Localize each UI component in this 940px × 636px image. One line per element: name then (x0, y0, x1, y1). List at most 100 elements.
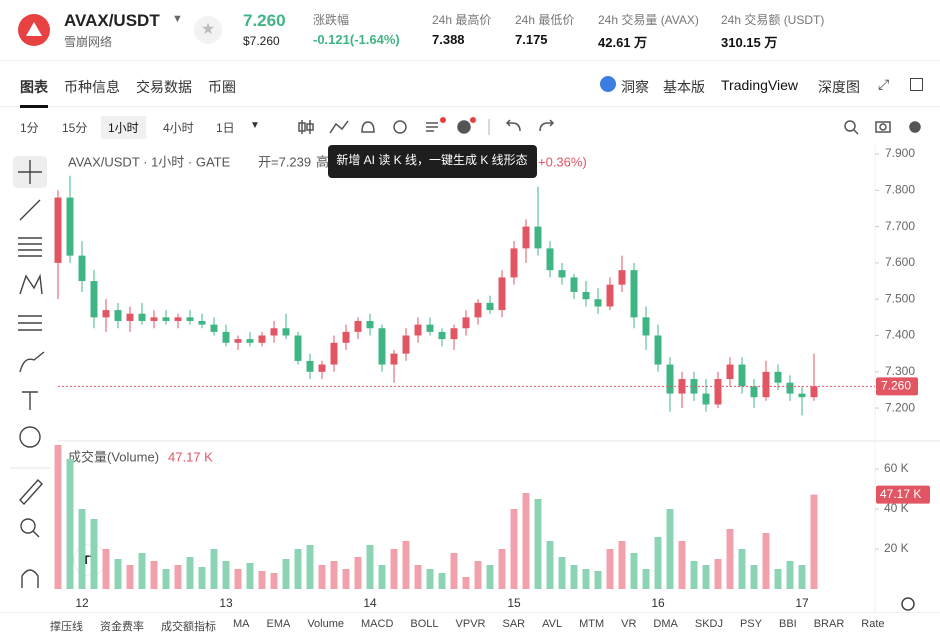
volume-bar (618, 541, 626, 589)
indicator[interactable]: BRAR (813, 618, 845, 630)
indicator[interactable]: BOLL (410, 618, 439, 630)
indicator[interactable]: BBI (778, 618, 797, 630)
icon-settings[interactable] (909, 121, 921, 133)
tab[interactable]: 币圈 (208, 79, 236, 95)
candle-body (318, 364, 326, 372)
indicator[interactable]: Rate (861, 618, 885, 630)
stat-value: 7.175 (515, 32, 548, 47)
volume-bar (546, 541, 554, 589)
right-tab[interactable]: 基本版 (663, 79, 705, 95)
interval[interactable]: 15分 (62, 121, 88, 135)
dropdown[interactable]: ▼ (172, 13, 183, 25)
indicator[interactable]: SKDJ (694, 618, 723, 630)
indicator[interactable]: SAR (502, 618, 526, 630)
y-tick-label: 7.400 (885, 328, 915, 342)
axis-settings[interactable] (901, 597, 915, 611)
candle-body (222, 331, 230, 343)
tool-magnet[interactable] (21, 569, 39, 588)
icon-indicator[interactable] (329, 120, 349, 134)
candle-body (138, 313, 146, 321)
interval-dropdown[interactable]: ▼ (250, 120, 260, 131)
price-usd: $7.260 (243, 34, 280, 48)
candle-body (642, 317, 650, 336)
coin-name: 雪崩网络 (64, 35, 113, 49)
indicator[interactable]: MACD (361, 618, 394, 630)
indicator[interactable]: MA (232, 618, 250, 630)
icon-ai[interactable] (426, 117, 446, 132)
volume-bar (570, 565, 578, 589)
tool-ruler[interactable] (19, 478, 43, 506)
tool-pattern[interactable] (19, 273, 43, 295)
icon-undo[interactable] (505, 119, 521, 132)
indicator[interactable]: 资金费率 (99, 621, 144, 633)
volume-bar (186, 557, 194, 589)
volume-bar (450, 553, 458, 589)
expand-icon[interactable]: ⤢ (878, 76, 890, 92)
candle-body (102, 310, 110, 318)
icon-replay[interactable] (393, 120, 407, 134)
candle-body (270, 328, 278, 336)
volume-bar (510, 509, 518, 589)
tool-zoom[interactable] (20, 518, 40, 538)
candle-body (402, 335, 410, 354)
indicator[interactable]: AVL (542, 618, 563, 630)
indicator[interactable]: PSY (739, 618, 762, 630)
tool-cross[interactable] (18, 160, 42, 184)
volume-bar (234, 569, 242, 589)
candle-body (378, 328, 386, 365)
right-tab[interactable]: 洞察 (621, 79, 649, 95)
tool-emoji[interactable] (19, 426, 41, 448)
x-tick-label: 15 (507, 596, 521, 610)
tool-channel[interactable] (18, 237, 42, 257)
indicator[interactable]: VPVR (455, 618, 486, 630)
indicator[interactable]: 撑压线 (50, 621, 83, 633)
indicator[interactable]: 成交额指标 (160, 621, 216, 633)
candle-body (558, 270, 566, 278)
right-tab[interactable]: 深度图 (818, 79, 860, 95)
indicator[interactable]: Volume (307, 618, 345, 630)
tool-brush[interactable] (19, 351, 45, 373)
favorite[interactable]: ★ (194, 16, 222, 44)
candle-body (534, 226, 542, 249)
tab[interactable]: 交易数据 (136, 79, 192, 95)
indicator[interactable]: VR (621, 618, 637, 630)
interval[interactable]: 1小时 (101, 116, 146, 139)
interval[interactable]: 4小时 (163, 121, 194, 135)
indicator[interactable]: EMA (266, 618, 291, 630)
volume-bar (462, 577, 470, 589)
tab[interactable]: 币种信息 (64, 79, 120, 95)
candle-body (594, 299, 602, 307)
icon-alert[interactable] (361, 121, 375, 133)
volume-bar (630, 553, 638, 589)
interval[interactable]: 1日 (216, 121, 235, 135)
indicator[interactable]: DMA (653, 618, 678, 630)
icon-redo[interactable] (539, 119, 555, 132)
window-icon[interactable] (910, 78, 923, 91)
volume-bar (762, 533, 770, 589)
tool-fib[interactable] (18, 315, 42, 331)
volume-bar (150, 561, 158, 589)
y-tick-label: 7.500 (885, 291, 915, 305)
candle-body (234, 339, 242, 343)
y-tick-label: 7.900 (885, 146, 915, 160)
volume-bar (774, 569, 782, 589)
last-price-tag (876, 377, 918, 396)
pair[interactable]: AVAX/USDT (64, 11, 160, 30)
icon-candles[interactable] (298, 120, 314, 134)
interval[interactable]: 1分 (20, 121, 39, 135)
candle-body (618, 270, 626, 285)
candle-body (510, 248, 518, 278)
indicator[interactable]: MTM (579, 618, 605, 630)
tool-line[interactable] (19, 199, 41, 221)
icon-camera[interactable] (875, 121, 891, 133)
right-tab[interactable]: TradingView (721, 77, 799, 93)
candle-body (198, 320, 206, 325)
icon-search[interactable] (844, 120, 859, 135)
tool-text[interactable] (22, 391, 38, 410)
volume-tick-label: 40 K (884, 501, 909, 515)
tab[interactable]: 图表 (20, 77, 48, 108)
candle-body (114, 310, 122, 321)
candle-body (126, 313, 134, 321)
icon-add[interactable] (457, 117, 476, 134)
stat-label: 涨跌幅 (313, 13, 350, 27)
